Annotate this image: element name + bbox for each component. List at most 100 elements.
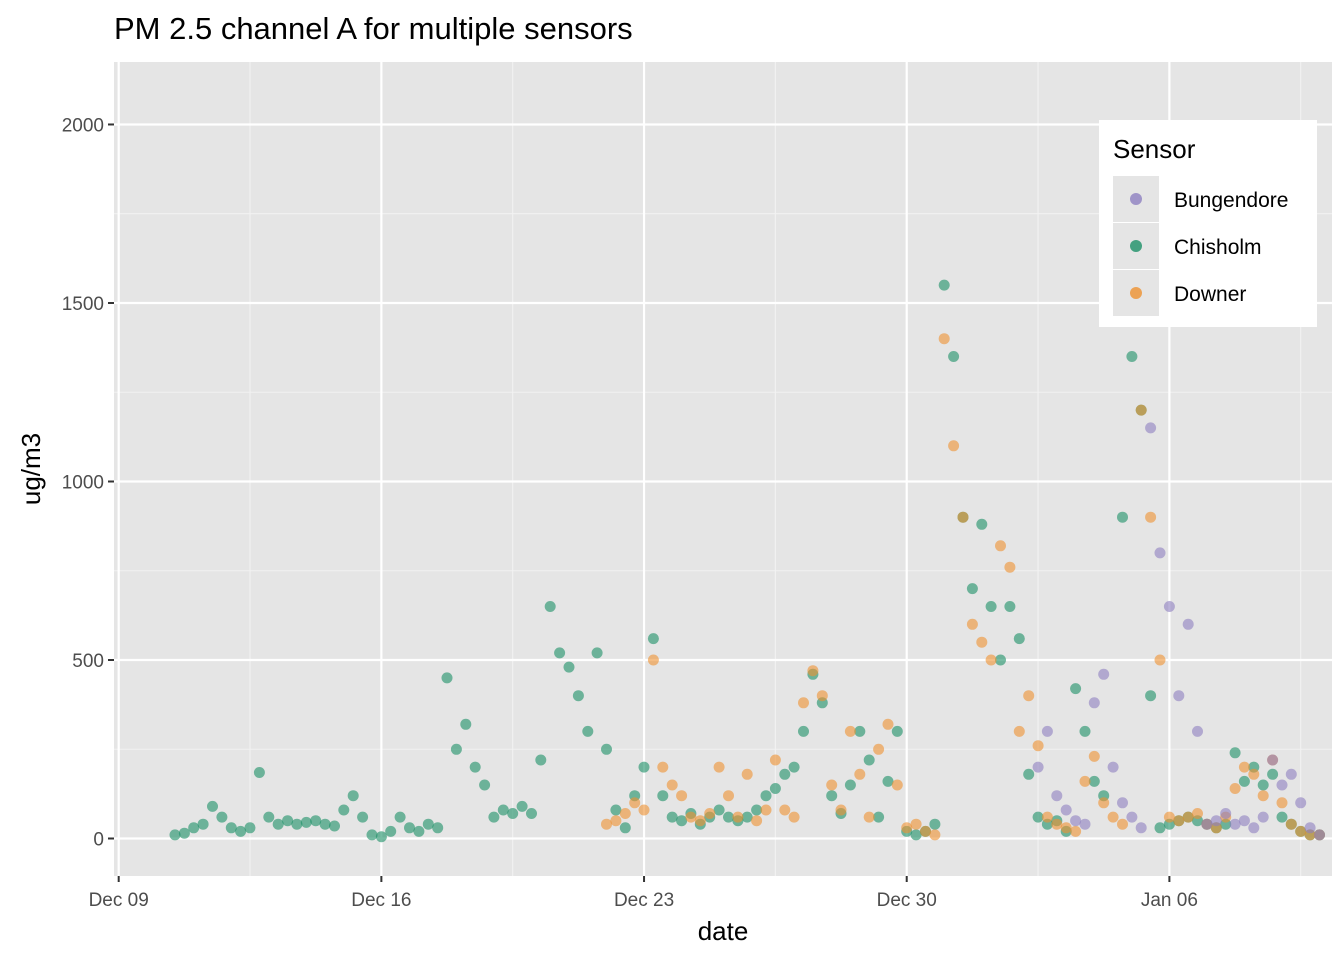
data-point [1276,797,1288,809]
data-point [1304,822,1316,834]
data-point [1088,775,1100,787]
data-point [676,790,688,802]
data-point [1013,725,1025,737]
data-point [629,797,641,809]
data-point [1229,747,1241,759]
data-point [497,804,509,816]
data-point [1238,775,1250,787]
data-point [394,811,406,823]
data-point [535,754,547,766]
data-point [385,825,397,837]
series-bungendore [1032,422,1325,841]
data-point [610,815,622,827]
data-point [882,718,894,730]
data-point [375,831,387,843]
data-point [1135,404,1147,416]
data-point [507,808,519,819]
data-point [1126,811,1138,823]
data-point [985,601,997,612]
data-point [1257,811,1269,823]
data-point [798,725,809,737]
data-point [310,815,322,827]
data-point [1117,511,1128,523]
data-point [976,636,988,648]
data-point [666,811,678,823]
data-point [1276,811,1288,823]
data-point [657,790,669,802]
data-point [938,279,950,291]
legend-title: Sensor [1113,134,1196,164]
data-point [1285,768,1297,780]
data-point [1004,601,1016,612]
data-point [282,815,294,827]
x-tick-label: Dec 23 [614,890,674,911]
data-point [901,822,913,834]
data-point [844,779,856,791]
y-axis-title: ug/m3 [16,433,46,505]
data-point [357,811,369,823]
data-point [1285,818,1297,830]
data-point [910,818,922,830]
data-point [676,815,688,827]
data-point [1117,797,1128,809]
data-point [404,822,415,834]
data-point [1098,797,1110,809]
data-point [1023,768,1035,780]
data-point [619,822,631,834]
data-point [272,818,284,830]
data-point [1267,754,1279,766]
data-point [1257,779,1269,791]
data-point [225,822,237,834]
data-point [1163,601,1175,612]
data-point [1126,351,1138,362]
data-point [1079,775,1091,787]
data-point [751,815,763,827]
data-point [713,804,725,816]
data-point [1248,768,1260,780]
data-point [469,761,481,773]
data-point [432,822,444,834]
data-point [169,829,181,841]
x-tick-label: Dec 09 [89,890,149,911]
data-point [319,818,331,830]
data-point [788,761,800,773]
data-point [338,804,350,816]
data-point [460,718,472,730]
data-point [1107,761,1119,773]
data-point [253,767,265,778]
data-point [638,761,650,773]
data-point [619,808,631,819]
data-point [929,818,941,830]
data-point [1295,825,1307,837]
data-points [169,279,1325,843]
legend-label: Chisholm [1174,236,1262,259]
data-point [1079,725,1091,737]
x-tick-label: Dec 30 [877,890,937,911]
data-point [441,672,453,684]
data-point [1107,811,1119,823]
data-point [1051,790,1063,802]
data-point [329,820,340,832]
data-point [1145,690,1157,702]
data-point [891,725,903,737]
data-point [516,800,528,812]
data-point [1070,815,1082,827]
data-point [1229,818,1241,830]
data-point [1220,808,1232,819]
legend-label: Bungendore [1174,189,1288,212]
data-point [1070,683,1082,695]
data-point [554,647,566,659]
data-point [291,818,303,830]
data-point [957,511,969,523]
data-point [741,768,753,780]
data-point [723,790,734,802]
data-point [1041,725,1053,737]
data-point [263,811,275,823]
data-point [938,333,950,345]
data-point [1060,804,1072,816]
data-point [732,811,744,823]
data-point [854,725,866,737]
data-point [798,697,809,709]
data-point [873,743,885,755]
data-point [1145,511,1157,523]
